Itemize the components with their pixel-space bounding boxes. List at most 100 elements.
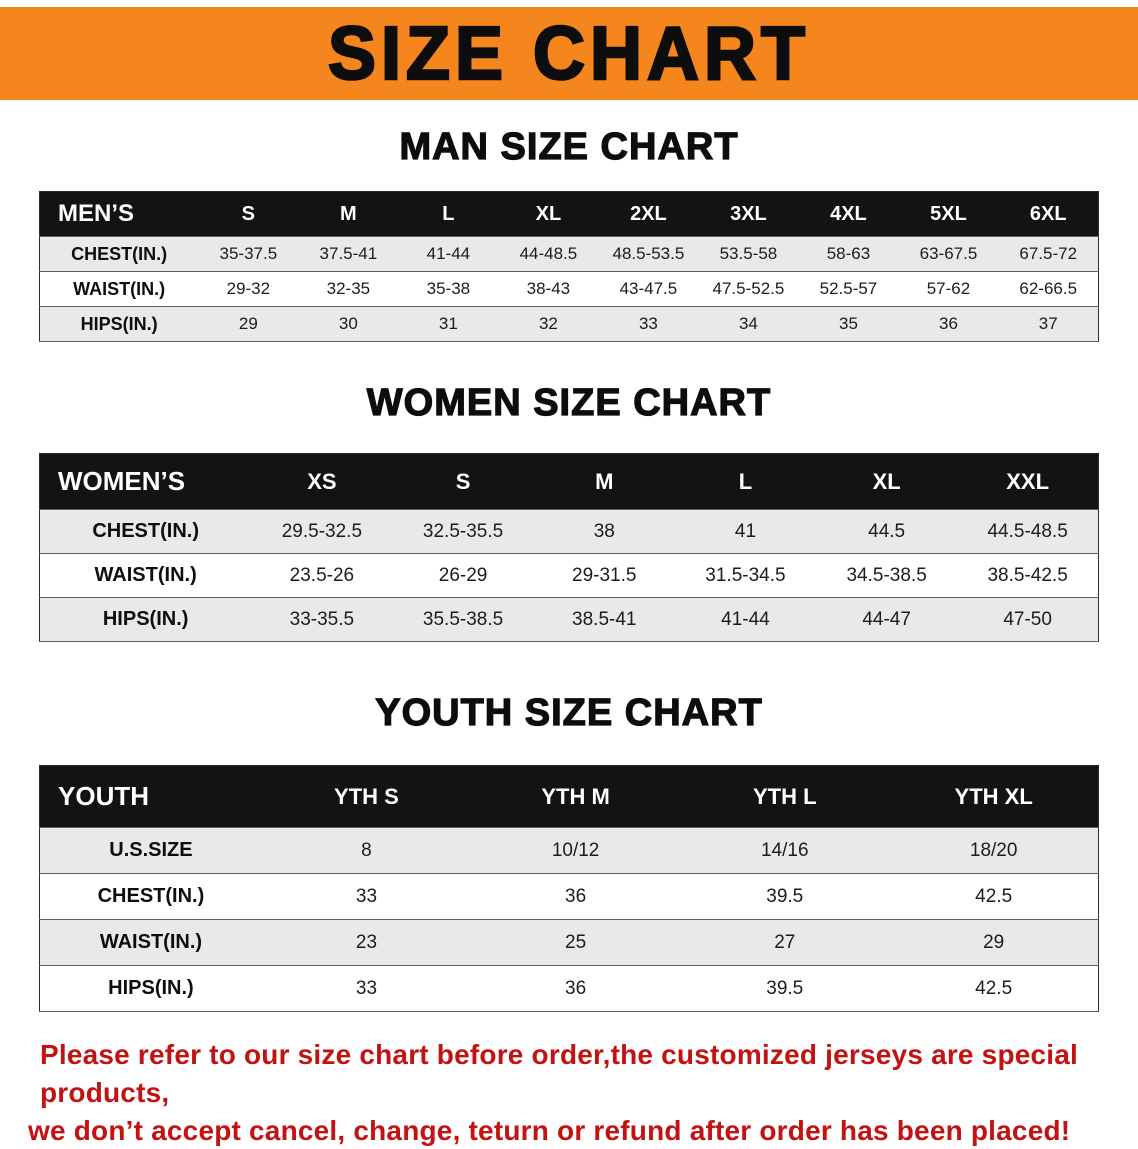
value-cell: 31 [398, 306, 499, 342]
value-cell: 14/16 [680, 827, 890, 874]
value-cell: 39.5 [680, 873, 890, 920]
value-cell: 44-47 [816, 597, 958, 642]
size-header-cell: 2XL [598, 191, 699, 237]
value-cell: 37.5-41 [298, 236, 399, 272]
value-cell: 35-37.5 [198, 236, 299, 272]
size-header-cell: M [533, 453, 675, 510]
size-header-cell: L [398, 191, 499, 237]
table-title-cell: YOUTH [39, 765, 262, 828]
value-cell: 33 [598, 306, 699, 342]
size-chart-page: SIZE CHART MAN SIZE CHART MEN’S S M L XL 2XL 3… [0, 7, 1138, 1149]
footer-note: Please refer to our size chart before or… [28, 1036, 1108, 1149]
youth-size-table: YOUTH YTH S YTH M YTH L YTH XL U.S.SIZE 8 10/12… [39, 765, 1099, 1012]
value-cell: 8 [261, 827, 472, 874]
footer-note-line: Please refer to our size chart before or… [40, 1039, 1079, 1108]
size-header-cell: M [298, 191, 399, 237]
row-label-cell: CHEST(IN.) [39, 509, 252, 554]
value-cell: 57-62 [898, 271, 999, 307]
row-label-cell: WAIST(IN.) [39, 271, 199, 307]
size-header-cell: 6XL [998, 191, 1099, 237]
size-header-cell: 3XL [698, 191, 799, 237]
men-size-section: MAN SIZE CHART MEN’S S M L XL 2XL 3XL 4XL 5XL 6XL… [0, 125, 1138, 342]
size-header-cell: S [392, 453, 534, 510]
value-cell: 29.5-32.5 [251, 509, 393, 554]
value-cell: 23 [261, 919, 472, 966]
table-row: CHEST(IN.) 29.5-32.5 32.5-35.5 38 41 44.5 44.5… [39, 509, 1099, 554]
table-row: CHEST(IN.) 33 36 39.5 42.5 [39, 873, 1099, 920]
size-header-cell: YTH XL [889, 765, 1099, 828]
value-cell: 43-47.5 [598, 271, 699, 307]
women-size-table: WOMEN’S XS S M L XL XXL CHEST(IN.) 29.5-32.5 32.5… [39, 453, 1099, 642]
value-cell: 38 [533, 509, 675, 554]
table-header-row: WOMEN’S XS S M L XL XXL [39, 453, 1099, 510]
value-cell: 32.5-35.5 [392, 509, 534, 554]
youth-section-heading: YOUTH SIZE CHART [375, 691, 763, 734]
size-header-cell: 5XL [898, 191, 999, 237]
value-cell: 62-66.5 [998, 271, 1099, 307]
value-cell: 33-35.5 [251, 597, 393, 642]
value-cell: 44.5 [816, 509, 958, 554]
value-cell: 36 [471, 873, 681, 920]
women-section-heading: WOMEN SIZE CHART [366, 381, 772, 424]
size-header-cell: XS [251, 453, 393, 510]
value-cell: 33 [261, 873, 472, 920]
value-cell: 18/20 [889, 827, 1099, 874]
table-row: CHEST(IN.) 35-37.5 37.5-41 41-44 44-48.5 48.5… [39, 236, 1099, 272]
value-cell: 53.5-58 [698, 236, 799, 272]
youth-size-section: YOUTH SIZE CHART YOUTH YTH S YTH M YTH L YTH… [0, 691, 1138, 1012]
value-cell: 35.5-38.5 [392, 597, 534, 642]
value-cell: 32 [498, 306, 599, 342]
size-header-cell: XL [816, 453, 958, 510]
value-cell: 52.5-57 [798, 271, 899, 307]
size-header-cell: YTH S [261, 765, 472, 828]
value-cell: 39.5 [680, 965, 890, 1012]
value-cell: 47.5-52.5 [698, 271, 799, 307]
table-header-row: YOUTH YTH S YTH M YTH L YTH XL [39, 765, 1099, 828]
value-cell: 38.5-42.5 [957, 553, 1099, 598]
value-cell: 47-50 [957, 597, 1099, 642]
value-cell: 32-35 [298, 271, 399, 307]
table-row: WAIST(IN.) 23.5-26 26-29 29-31.5 31.5-34.5 34… [39, 553, 1099, 598]
value-cell: 38.5-41 [533, 597, 675, 642]
value-cell: 35-38 [398, 271, 499, 307]
row-label-cell: HIPS(IN.) [39, 306, 199, 342]
size-header-cell: YTH L [680, 765, 890, 828]
value-cell: 48.5-53.5 [598, 236, 699, 272]
table-header-row: MEN’S S M L XL 2XL 3XL 4XL 5XL 6XL [39, 191, 1099, 237]
value-cell: 34 [698, 306, 799, 342]
men-section-heading: MAN SIZE CHART [399, 125, 739, 168]
value-cell: 29 [198, 306, 299, 342]
table-title-cell: WOMEN’S [39, 453, 252, 510]
value-cell: 29-31.5 [533, 553, 675, 598]
value-cell: 25 [471, 919, 681, 966]
value-cell: 42.5 [889, 965, 1099, 1012]
value-cell: 29 [889, 919, 1099, 966]
table-row: U.S.SIZE 8 10/12 14/16 18/20 [39, 827, 1099, 874]
value-cell: 36 [898, 306, 999, 342]
value-cell: 26-29 [392, 553, 534, 598]
row-label-cell: U.S.SIZE [39, 827, 262, 874]
value-cell: 44-48.5 [498, 236, 599, 272]
value-cell: 41 [674, 509, 817, 554]
value-cell: 23.5-26 [251, 553, 393, 598]
size-header-cell: YTH M [471, 765, 681, 828]
value-cell: 67.5-72 [998, 236, 1099, 272]
value-cell: 44.5-48.5 [957, 509, 1099, 554]
value-cell: 31.5-34.5 [674, 553, 817, 598]
value-cell: 30 [298, 306, 399, 342]
value-cell: 58-63 [798, 236, 899, 272]
value-cell: 41-44 [398, 236, 499, 272]
value-cell: 10/12 [471, 827, 681, 874]
women-size-section: WOMEN SIZE CHART WOMEN’S XS S M L XL XXL CHEST(… [0, 381, 1138, 642]
men-size-table: MEN’S S M L XL 2XL 3XL 4XL 5XL 6XL CHEST(IN.) 35-37… [39, 191, 1099, 342]
value-cell: 29-32 [198, 271, 299, 307]
value-cell: 33 [261, 965, 472, 1012]
table-row: HIPS(IN.) 29 30 31 32 33 34 35 36 37 [39, 306, 1099, 342]
row-label-cell: WAIST(IN.) [39, 553, 252, 598]
value-cell: 36 [471, 965, 681, 1012]
size-header-cell: L [674, 453, 817, 510]
size-header-cell: S [198, 191, 299, 237]
size-header-cell: 4XL [798, 191, 899, 237]
value-cell: 63-67.5 [898, 236, 999, 272]
footer-note-line: we don’t accept cancel, change, teturn o… [28, 1114, 1071, 1146]
